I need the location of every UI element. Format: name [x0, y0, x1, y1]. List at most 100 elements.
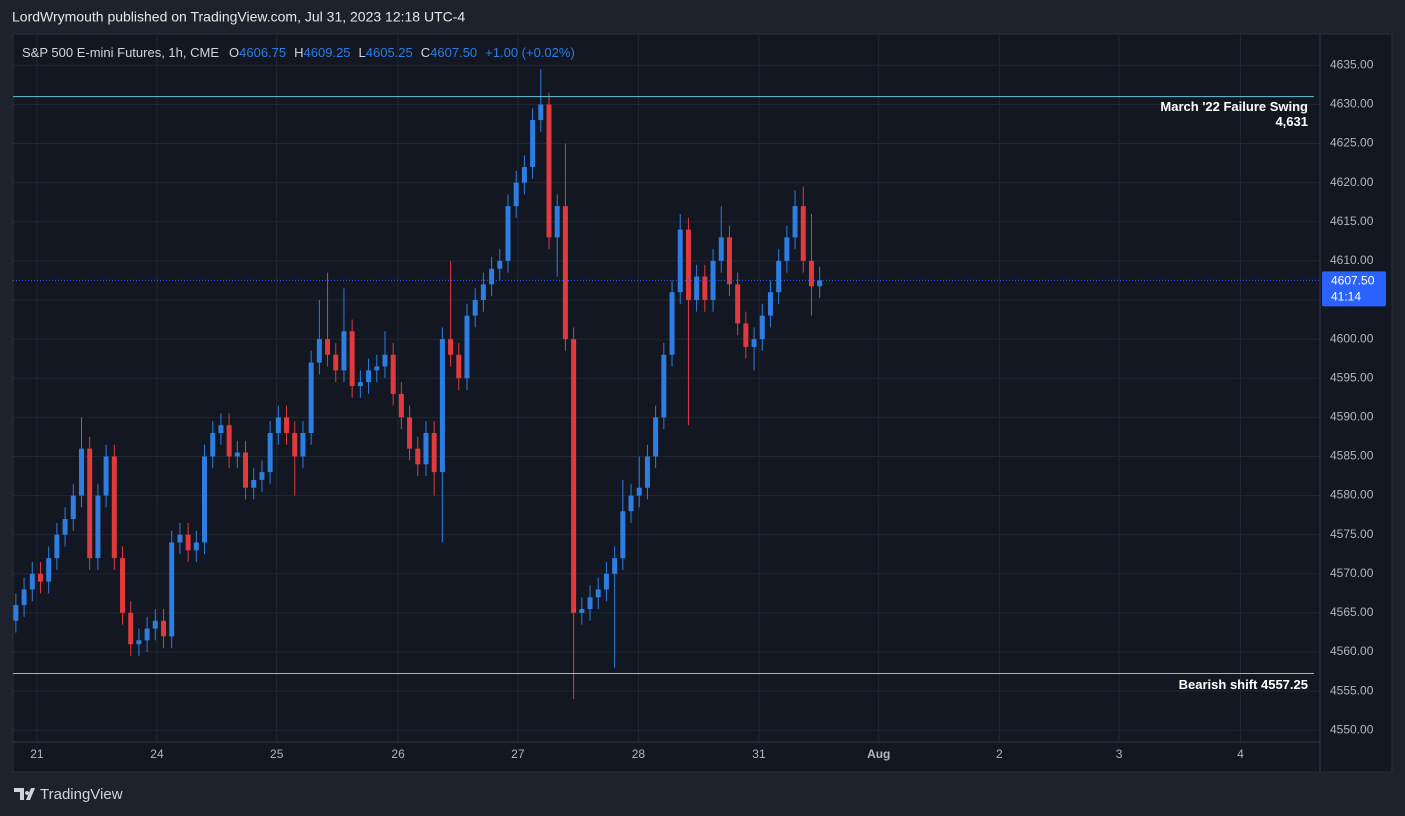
x-tick-label: 27 — [511, 747, 525, 761]
candle-body — [341, 331, 347, 371]
price-tag — [1322, 271, 1386, 307]
change: +1.00 (+0.02%) — [485, 45, 575, 60]
y-tick-label: 4580.00 — [1330, 488, 1374, 502]
candle-body — [46, 558, 52, 582]
candle-body — [702, 276, 708, 300]
candle-body — [62, 519, 68, 535]
candle-body — [480, 284, 486, 300]
candle-body — [349, 331, 355, 387]
candle-body — [366, 370, 372, 383]
publisher-line: LordWrymouth published on TradingView.co… — [12, 9, 465, 25]
ohlc-letter: C — [421, 45, 430, 60]
y-tick-label: 4555.00 — [1330, 683, 1374, 697]
ohlc-value: 4607.50 — [430, 45, 477, 60]
candle-body — [612, 558, 618, 574]
candle-body — [169, 542, 175, 637]
candle-body — [669, 292, 675, 355]
candle-body — [193, 542, 199, 551]
ohlc-value: 4605.25 — [366, 45, 413, 60]
candle-body — [472, 299, 478, 316]
candle-body — [374, 366, 380, 371]
candle-body — [636, 487, 642, 496]
candle-body — [718, 237, 724, 261]
x-tick-label: 24 — [150, 747, 164, 761]
candle-body — [497, 260, 503, 269]
candle-body — [210, 432, 216, 457]
candle-body — [136, 640, 142, 645]
x-tick-label: 21 — [30, 747, 44, 761]
y-tick-label: 4560.00 — [1330, 644, 1374, 658]
candle-body — [726, 237, 732, 285]
candle-body — [661, 354, 667, 418]
candle-body — [587, 597, 593, 610]
y-tick-label: 4585.00 — [1330, 449, 1374, 463]
candle-body — [308, 362, 314, 433]
candle-body — [439, 339, 445, 473]
y-tick-label: 4610.00 — [1330, 253, 1374, 267]
y-tick-label: 4600.00 — [1330, 331, 1374, 345]
candle-body — [644, 456, 650, 488]
candle-body — [275, 417, 281, 433]
candle-body — [316, 339, 322, 363]
candle-body — [292, 432, 298, 457]
candle-body — [448, 339, 454, 355]
y-tick-label: 4635.00 — [1330, 57, 1374, 71]
y-tick-label: 4620.00 — [1330, 175, 1374, 189]
candle-body — [382, 354, 388, 367]
candle-body — [579, 609, 585, 613]
candle-body — [13, 605, 19, 621]
candle-body — [571, 339, 577, 613]
candle-body — [54, 534, 60, 559]
x-tick-label: 25 — [270, 747, 284, 761]
candle-body — [817, 280, 823, 287]
candle-body — [144, 628, 150, 641]
candle-body — [185, 534, 191, 551]
y-tick-label: 4570.00 — [1330, 566, 1374, 580]
candle-body — [808, 260, 814, 287]
candle-body — [128, 612, 134, 645]
candle-body — [415, 448, 421, 465]
y-tick-label: 4590.00 — [1330, 410, 1374, 424]
candle-body — [226, 425, 232, 457]
candle-body — [398, 393, 404, 418]
candle-body — [95, 495, 101, 559]
candle-body — [784, 237, 790, 261]
candle-body — [431, 432, 437, 473]
y-tick-label: 4595.00 — [1330, 370, 1374, 384]
x-tick-label: 31 — [752, 747, 766, 761]
candle-body — [300, 432, 306, 457]
ohlc-value: 4609.25 — [304, 45, 351, 60]
candle-body — [513, 182, 519, 207]
candle-body — [70, 495, 76, 520]
candle-body — [710, 260, 716, 300]
symbol-title: S&P 500 E-mini Futures, 1h, CME — [22, 45, 219, 60]
y-tick-label: 4550.00 — [1330, 722, 1374, 736]
candle-body — [530, 120, 536, 167]
level-value: 4,631 — [1275, 114, 1308, 129]
candle-body — [489, 268, 495, 285]
candle-body — [357, 382, 363, 387]
candle-body — [103, 456, 109, 496]
candle-body — [800, 206, 806, 261]
candle-body — [259, 472, 265, 480]
candle-body — [284, 417, 290, 433]
level-label: Bearish shift 4557.25 — [1179, 677, 1308, 692]
candle-body — [333, 354, 339, 371]
x-tick-label: 2 — [996, 747, 1003, 761]
candles — [13, 69, 823, 699]
candle-body — [792, 206, 798, 238]
y-tick-label: 4565.00 — [1330, 605, 1374, 619]
candle-body — [767, 292, 773, 316]
candle-body — [152, 620, 158, 629]
y-tick-label: 4615.00 — [1330, 214, 1374, 228]
candle-body — [464, 315, 470, 379]
candle-body — [325, 339, 331, 355]
candle-body — [677, 229, 683, 293]
candle-body — [251, 479, 257, 488]
legend-line: S&P 500 E-mini Futures, 1h, CME O4606.75 H… — [22, 45, 575, 60]
x-tick-label: 26 — [391, 747, 405, 761]
price-tag-value: 4607.50 — [1331, 274, 1375, 288]
tradingview-logo: TradingView — [14, 786, 123, 803]
